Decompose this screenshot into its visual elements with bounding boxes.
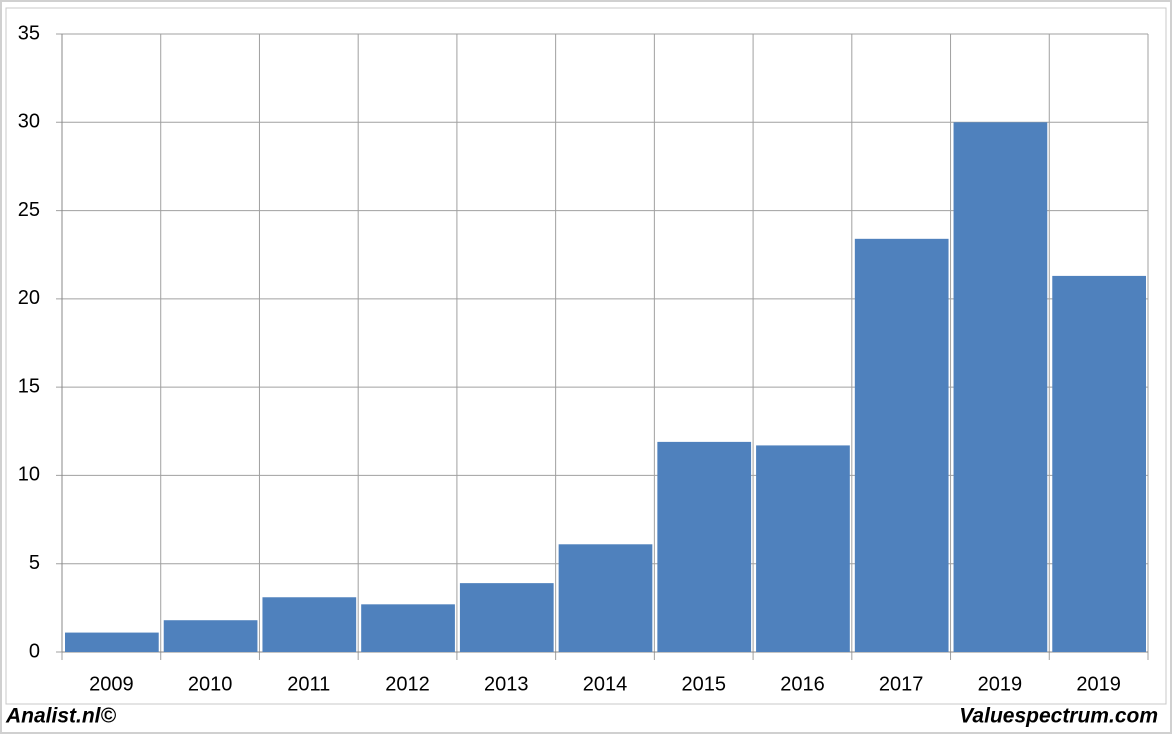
footer-right: Valuespectrum.com bbox=[959, 705, 1158, 728]
x-tick-label: 2009 bbox=[89, 673, 134, 695]
y-tick-label: 20 bbox=[18, 287, 40, 309]
bar bbox=[854, 238, 949, 652]
bar bbox=[459, 583, 554, 652]
bar bbox=[558, 544, 653, 652]
y-tick-label: 35 bbox=[18, 22, 40, 44]
x-tick-label: 2010 bbox=[188, 673, 233, 695]
x-tick-label: 2019 bbox=[978, 673, 1023, 695]
x-tick-label: 2019 bbox=[1076, 673, 1121, 695]
bar bbox=[756, 445, 850, 652]
y-tick-label: 5 bbox=[29, 552, 40, 574]
y-tick-label: 25 bbox=[18, 199, 40, 221]
bar bbox=[657, 441, 752, 652]
x-tick-label: 2012 bbox=[385, 673, 430, 695]
bar bbox=[361, 604, 455, 652]
bar bbox=[262, 597, 357, 652]
y-tick-label: 15 bbox=[18, 375, 40, 397]
x-tick-label: 2016 bbox=[780, 673, 825, 695]
x-tick-label: 2015 bbox=[681, 673, 726, 695]
x-tick-label: 2014 bbox=[583, 673, 628, 695]
bar bbox=[163, 620, 258, 652]
x-tick-label: 2013 bbox=[484, 673, 529, 695]
y-tick-label: 0 bbox=[29, 640, 40, 662]
x-tick-label: 2011 bbox=[287, 673, 330, 695]
bar bbox=[65, 632, 159, 652]
bar bbox=[1052, 275, 1146, 652]
y-tick-label: 30 bbox=[18, 111, 40, 133]
x-tick-label: 2017 bbox=[879, 673, 924, 695]
bar bbox=[953, 122, 1048, 653]
y-tick-label: 10 bbox=[18, 464, 40, 486]
footer-left: Analist.nl© bbox=[5, 705, 117, 728]
